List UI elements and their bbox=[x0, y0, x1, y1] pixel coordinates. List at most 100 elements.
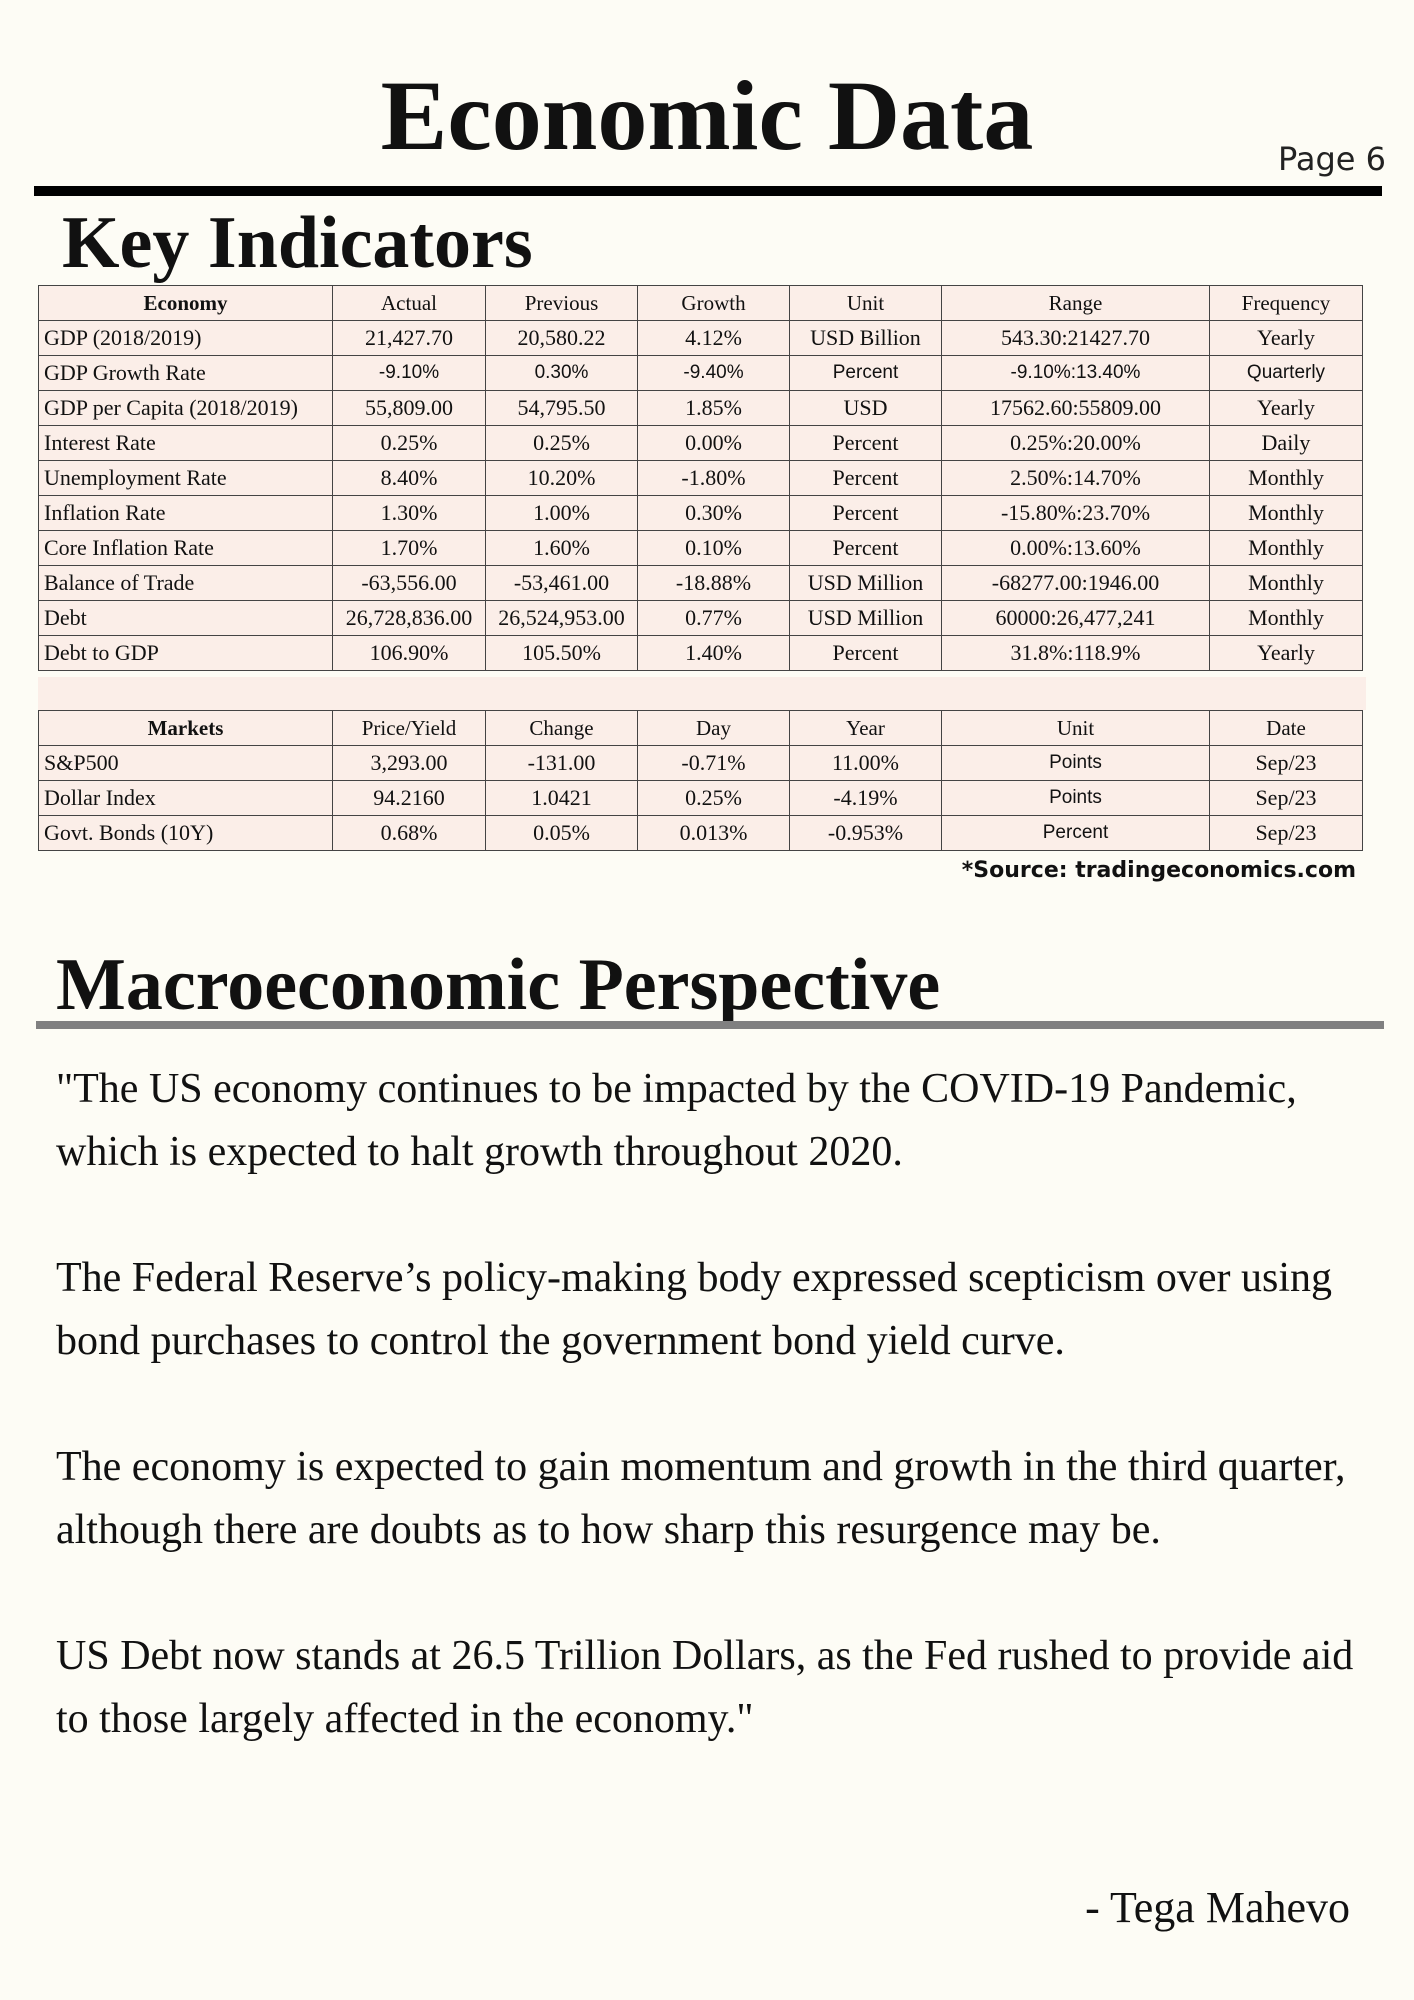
table-cell: 1.0421 bbox=[485, 780, 638, 816]
table-cell: 0.30% bbox=[637, 495, 790, 531]
table-row: GDP per Capita (2018/2019) 55,809.00 54,79… bbox=[38, 390, 1363, 426]
col-header: Change bbox=[485, 710, 638, 746]
table-cell: 106.90% bbox=[332, 635, 486, 671]
table-cell: 0.25% bbox=[485, 425, 638, 461]
col-header: Previous bbox=[485, 285, 638, 321]
table-row: GDP (2018/2019) 21,427.70 20,580.22 4.12% US… bbox=[38, 320, 1363, 356]
table-cell: 4.12% bbox=[637, 320, 790, 356]
section-divider bbox=[36, 1021, 1384, 1029]
table-cell: USD Billion bbox=[789, 320, 942, 356]
table-cell: Points bbox=[941, 780, 1210, 816]
table-cell: -9.10% bbox=[332, 355, 486, 391]
table-cell: -15.80%:23.70% bbox=[941, 495, 1210, 531]
table-cell: -18.88% bbox=[637, 565, 790, 601]
table-cell: 0.25% bbox=[332, 425, 486, 461]
col-header: Frequency bbox=[1209, 285, 1363, 321]
table-cell: 54,795.50 bbox=[485, 390, 638, 426]
table-cell: 0.10% bbox=[637, 530, 790, 566]
table-cell: 17562.60:55809.00 bbox=[941, 390, 1210, 426]
table-cell: 0.25% bbox=[637, 780, 790, 816]
row-label-cell: Inflation Rate bbox=[38, 495, 333, 531]
table-cell: Monthly bbox=[1209, 600, 1363, 636]
row-label-cell: Dollar Index bbox=[38, 780, 333, 816]
col-header: Price/Yield bbox=[332, 710, 486, 746]
col-header: Range bbox=[941, 285, 1210, 321]
row-label-cell: Unemployment Rate bbox=[38, 460, 333, 496]
table-cell: Percent bbox=[789, 460, 942, 496]
macro-heading: Macroeconomic Perspective bbox=[56, 944, 941, 1026]
table-cell: 8.40% bbox=[332, 460, 486, 496]
table-cell: 11.00% bbox=[789, 745, 942, 781]
paragraph: The Federal Reserve’s policy-making body… bbox=[56, 1255, 1332, 1364]
table-row: Balance of Trade -63,556.00 -53,461.00 -18.… bbox=[38, 565, 1363, 601]
table-cell: Monthly bbox=[1209, 460, 1363, 496]
col-header: Growth bbox=[637, 285, 790, 321]
table-header-row: Economy Actual Previous Growth Unit Rang… bbox=[38, 285, 1363, 321]
col-header: Unit bbox=[941, 710, 1210, 746]
table-cell: USD bbox=[789, 390, 942, 426]
table-cell: USD Million bbox=[789, 565, 942, 601]
table-cell: 0.00%:13.60% bbox=[941, 530, 1210, 566]
table-cell: 1.40% bbox=[637, 635, 790, 671]
table-cell: 1.85% bbox=[637, 390, 790, 426]
row-label-cell: Core Inflation Rate bbox=[38, 530, 333, 566]
table-cell: 26,728,836.00 bbox=[332, 600, 486, 636]
table-cell: 105.50% bbox=[485, 635, 638, 671]
paragraph: "The US economy continues to be impacted… bbox=[56, 1066, 1297, 1175]
table-cell: 1.00% bbox=[485, 495, 638, 531]
table-row: GDP Growth Rate -9.10% 0.30% -9.40% Percent -… bbox=[38, 355, 1363, 391]
table-row: Core Inflation Rate 1.70% 1.60% 0.10% Percen… bbox=[38, 530, 1363, 566]
row-label-cell: S&P500 bbox=[38, 745, 333, 781]
author-signature: - Tega Mahevo bbox=[1085, 1883, 1350, 1932]
table-cell: 21,427.70 bbox=[332, 320, 486, 356]
table-cell: 26,524,953.00 bbox=[485, 600, 638, 636]
table-cell: -4.19% bbox=[789, 780, 942, 816]
table-cell: 1.70% bbox=[332, 530, 486, 566]
table-cell: 0.05% bbox=[485, 815, 638, 851]
table-cell: -1.80% bbox=[637, 460, 790, 496]
col-header: Actual bbox=[332, 285, 486, 321]
col-header: Markets bbox=[38, 710, 333, 746]
row-label-cell: Debt to GDP bbox=[38, 635, 333, 671]
economy-table: Economy Actual Previous Growth Unit Rang… bbox=[38, 285, 1363, 671]
table-cell: Percent bbox=[789, 495, 942, 531]
table-cell: Percent bbox=[789, 425, 942, 461]
table-row: Debt to GDP 106.90% 105.50% 1.40% Percent 31.… bbox=[38, 635, 1363, 671]
col-header: Date bbox=[1209, 710, 1363, 746]
table-cell: 60000:26,477,241 bbox=[941, 600, 1210, 636]
row-label-cell: GDP (2018/2019) bbox=[38, 320, 333, 356]
source-note: *Source: tradingeconomics.com bbox=[961, 858, 1356, 883]
col-header: Year bbox=[789, 710, 942, 746]
article-body: "The US economy continues to be impacted… bbox=[56, 1058, 1366, 1814]
page-number: Page 6 bbox=[1278, 140, 1386, 178]
table-cell: 0.25%:20.00% bbox=[941, 425, 1210, 461]
col-header: Day bbox=[637, 710, 790, 746]
table-cell: -9.10%:13.40% bbox=[941, 355, 1210, 391]
table-cell: -0.71% bbox=[637, 745, 790, 781]
table-row: Dollar Index 94.2160 1.0421 0.25% -4.19% Poin… bbox=[38, 780, 1363, 816]
table-cell: -9.40% bbox=[637, 355, 790, 391]
paragraph: The economy is expected to gain momentum… bbox=[56, 1444, 1346, 1553]
table-cell: Percent bbox=[941, 815, 1210, 851]
row-label-cell: Interest Rate bbox=[38, 425, 333, 461]
table-cell: Percent bbox=[789, 635, 942, 671]
row-label-cell: GDP Growth Rate bbox=[38, 355, 333, 391]
table-cell: 31.8%:118.9% bbox=[941, 635, 1210, 671]
table-cell: -68277.00:1946.00 bbox=[941, 565, 1210, 601]
table-cell: Yearly bbox=[1209, 635, 1363, 671]
table-row: S&P500 3,293.00 -131.00 -0.71% 11.00% Points S… bbox=[38, 745, 1363, 781]
col-header: Unit bbox=[789, 285, 942, 321]
table-cell: Sep/23 bbox=[1209, 815, 1363, 851]
table-cell: 1.60% bbox=[485, 530, 638, 566]
table-cell: 55,809.00 bbox=[332, 390, 486, 426]
table-cell: 94.2160 bbox=[332, 780, 486, 816]
table-row: Inflation Rate 1.30% 1.00% 0.30% Percent -15.… bbox=[38, 495, 1363, 531]
table-cell: Percent bbox=[789, 355, 942, 391]
table-cell: Monthly bbox=[1209, 565, 1363, 601]
paragraph: US Debt now stands at 26.5 Trillion Doll… bbox=[56, 1633, 1354, 1742]
table-cell: -53,461.00 bbox=[485, 565, 638, 601]
table-cell: 0.013% bbox=[637, 815, 790, 851]
table-cell: Monthly bbox=[1209, 530, 1363, 566]
table-cell: Sep/23 bbox=[1209, 780, 1363, 816]
table-cell: Yearly bbox=[1209, 390, 1363, 426]
